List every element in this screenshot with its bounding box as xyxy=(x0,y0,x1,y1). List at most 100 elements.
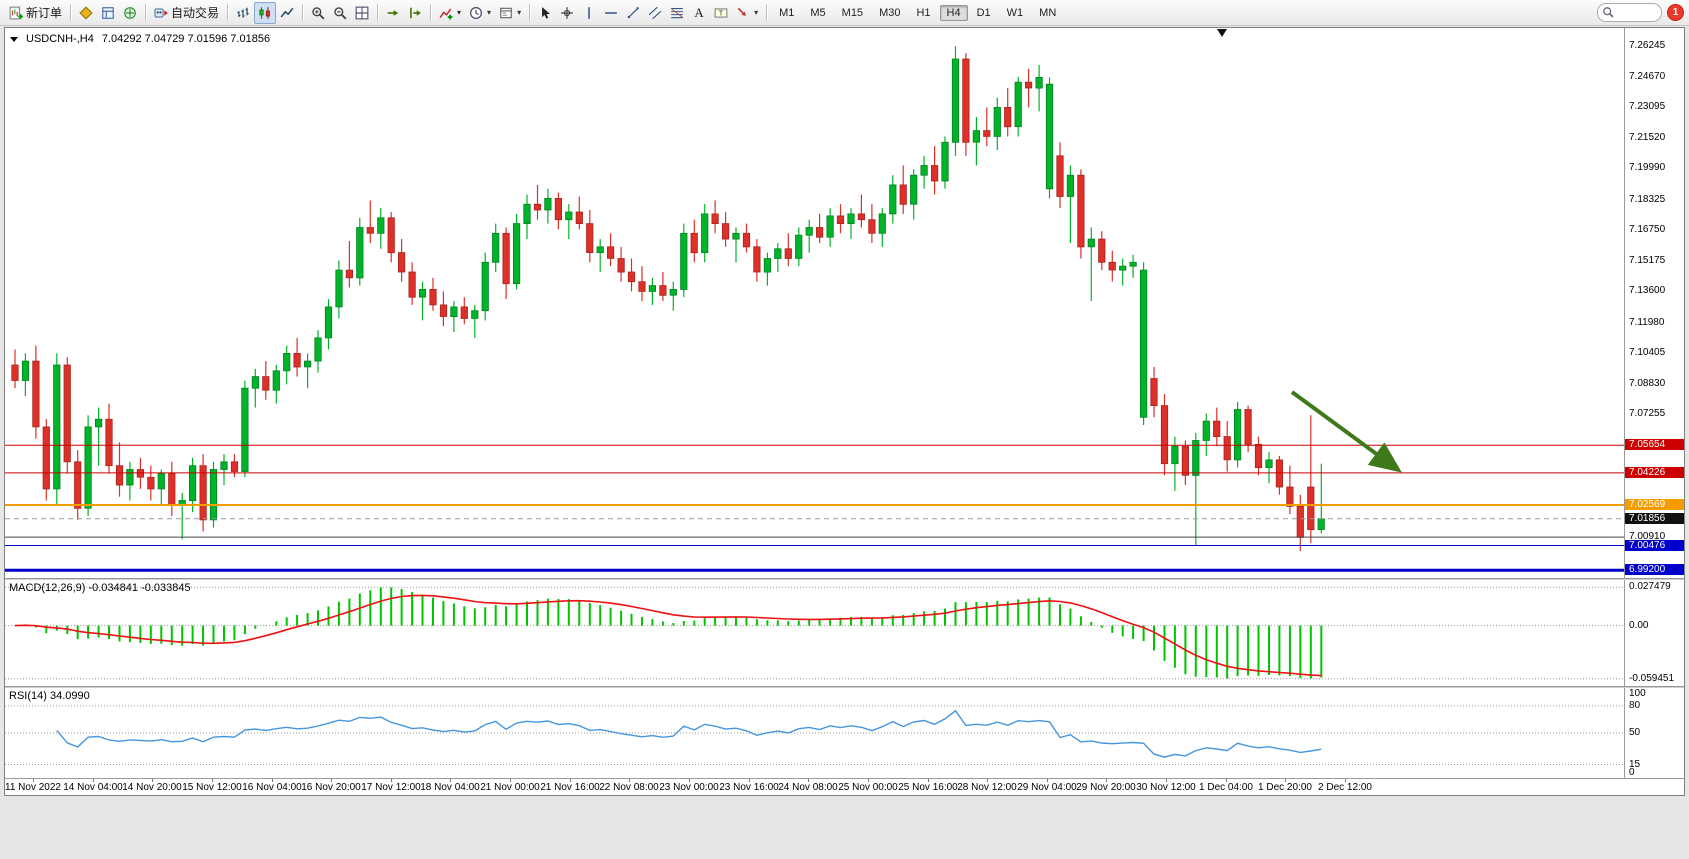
time-axis-label: 25 Nov 00:00 xyxy=(838,782,898,793)
pane-splitter[interactable] xyxy=(5,578,1684,580)
channel-button[interactable] xyxy=(644,2,666,24)
toolbar-separator xyxy=(145,4,147,21)
candles-icon xyxy=(258,6,272,20)
autotrading-button[interactable]: 自动交易 xyxy=(150,2,223,24)
arrows-button[interactable]: ▾ xyxy=(732,2,762,24)
crosshair-icon xyxy=(560,6,574,20)
caret-down-icon: ▾ xyxy=(517,8,522,17)
timeframe-h1-button[interactable]: H1 xyxy=(916,6,931,19)
text-button[interactable]: A xyxy=(688,2,710,24)
fibonacci-button[interactable] xyxy=(666,2,688,24)
pane-splitter[interactable] xyxy=(5,686,1684,688)
toolbar-separator xyxy=(430,4,432,21)
navigator-button[interactable] xyxy=(119,2,141,24)
time-axis-label: 18 Nov 04:00 xyxy=(420,782,480,793)
macd-pane: 0.027479 0.00 -0.059451 MACD(12,26,9) -0.0… xyxy=(5,580,1684,686)
rsi-pane: 100 80 50 15 0 RSI(14) 34.0990 xyxy=(5,688,1684,778)
chart-shift-button[interactable] xyxy=(404,2,426,24)
label-button[interactable]: T xyxy=(710,2,732,24)
search-input[interactable] xyxy=(1619,6,1657,19)
price-axis-label: 7.23095 xyxy=(1629,101,1666,112)
market-watch-button[interactable] xyxy=(75,2,97,24)
chart-ohlc-values: 7.04292 7.04729 7.01596 7.01856 xyxy=(101,33,271,45)
cursor-icon xyxy=(538,6,552,20)
one-click-trading-toggle-icon[interactable] xyxy=(10,37,18,46)
toolbar-separator xyxy=(529,4,531,21)
price-axis-label: 7.07255 xyxy=(1629,408,1666,419)
search-icon xyxy=(1602,6,1616,20)
time-axis-tick xyxy=(1285,779,1286,782)
chart-line-button[interactable] xyxy=(276,2,298,24)
arrows-icon xyxy=(736,6,750,20)
chart-bars-button[interactable] xyxy=(232,2,254,24)
zoom-out-button[interactable] xyxy=(329,2,351,24)
time-axis-label: 23 Nov 16:00 xyxy=(719,782,779,793)
price-axis[interactable]: 7.26245 7.24670 7.23095 7.21520 7.19990 7.183… xyxy=(1624,28,1684,578)
macd-plot[interactable] xyxy=(5,580,1624,686)
timeframe-m15-button[interactable]: M15 xyxy=(841,6,864,19)
time-axis-tick xyxy=(391,779,392,782)
data-window-button[interactable] xyxy=(97,2,119,24)
time-axis-label: 1 Dec 20:00 xyxy=(1258,782,1312,793)
toolbar-separator xyxy=(70,4,72,21)
macd-axis-label: 0.027479 xyxy=(1629,581,1671,592)
new-order-button[interactable]: 新订单 xyxy=(5,2,66,24)
template-icon xyxy=(499,6,513,20)
timeframe-w1-button[interactable]: W1 xyxy=(1006,6,1024,19)
vertical-line-button[interactable] xyxy=(578,2,600,24)
timeframe-m5-button[interactable]: M5 xyxy=(810,6,826,19)
time-axis-label: 14 Nov 20:00 xyxy=(122,782,182,793)
rsi-axis-label: 15 xyxy=(1629,759,1641,770)
toolbar-separator xyxy=(302,4,304,21)
zoom-in-button[interactable] xyxy=(307,2,329,24)
time-axis-tick xyxy=(1345,779,1346,782)
timeframe-mn-button[interactable]: MN xyxy=(1039,6,1057,19)
rsi-header: RSI(14) 34.0990 xyxy=(9,690,90,702)
macd-axis[interactable]: 0.027479 0.00 -0.059451 xyxy=(1624,580,1684,686)
bars-icon xyxy=(236,6,250,20)
rsi-axis-label: 100 xyxy=(1629,688,1646,699)
svg-text:A: A xyxy=(694,6,704,20)
rsi-axis[interactable]: 100 80 50 15 0 xyxy=(1624,688,1684,778)
caret-down-icon: ▾ xyxy=(754,8,759,17)
time-axis-tick xyxy=(212,779,213,782)
rsi-plot[interactable] xyxy=(5,688,1624,778)
notification-badge[interactable]: 1 xyxy=(1667,4,1684,21)
timeframe-d1-button[interactable]: D1 xyxy=(976,6,991,19)
time-axis[interactable]: 11 Nov 2022 14 Nov 04:00 14 Nov 20:00 15 No… xyxy=(5,778,1684,795)
timeframe-m30-button[interactable]: M30 xyxy=(879,6,901,19)
time-axis-label: 24 Nov 08:00 xyxy=(778,782,838,793)
price-level-label: 7.01856 xyxy=(1625,513,1684,524)
tile-windows-button[interactable] xyxy=(351,2,373,24)
channel-icon xyxy=(648,6,662,20)
templates-button[interactable]: ▾ xyxy=(495,2,525,24)
toolbar-separator xyxy=(227,4,229,21)
toolbar-separator xyxy=(377,4,379,21)
price-level-label: 7.00910 xyxy=(1629,531,1666,542)
time-axis-tick xyxy=(689,779,690,782)
indicators-button[interactable]: ▾ xyxy=(435,2,465,24)
caret-down-icon: ▾ xyxy=(457,8,462,17)
horizontal-line-button[interactable] xyxy=(600,2,622,24)
crosshair-button[interactable] xyxy=(556,2,578,24)
search-box[interactable] xyxy=(1597,3,1662,22)
tile-icon xyxy=(355,6,369,20)
auto-scroll-button[interactable] xyxy=(382,2,404,24)
trendline-button[interactable] xyxy=(622,2,644,24)
timeframe-h4-button[interactable]: H4 xyxy=(939,4,968,21)
periods-button[interactable]: ▾ xyxy=(465,2,495,24)
price-axis-label: 7.08830 xyxy=(1629,378,1666,389)
price-axis-label: 7.15175 xyxy=(1629,255,1666,266)
time-axis-label: 16 Nov 04:00 xyxy=(242,782,302,793)
macd-axis-label: -0.059451 xyxy=(1629,673,1675,684)
time-axis-tick xyxy=(808,779,809,782)
chart-candlesticks-button[interactable] xyxy=(254,1,277,24)
cursor-button[interactable] xyxy=(534,2,556,24)
main-chart-plot[interactable] xyxy=(5,28,1624,578)
price-axis-label: 7.11980 xyxy=(1629,317,1665,328)
caret-down-icon: ▾ xyxy=(487,8,492,17)
timeframe-m1-button[interactable]: M1 xyxy=(779,6,795,19)
time-axis-tick xyxy=(33,779,34,782)
text-icon: A xyxy=(692,6,706,20)
trendline-icon xyxy=(626,6,640,20)
